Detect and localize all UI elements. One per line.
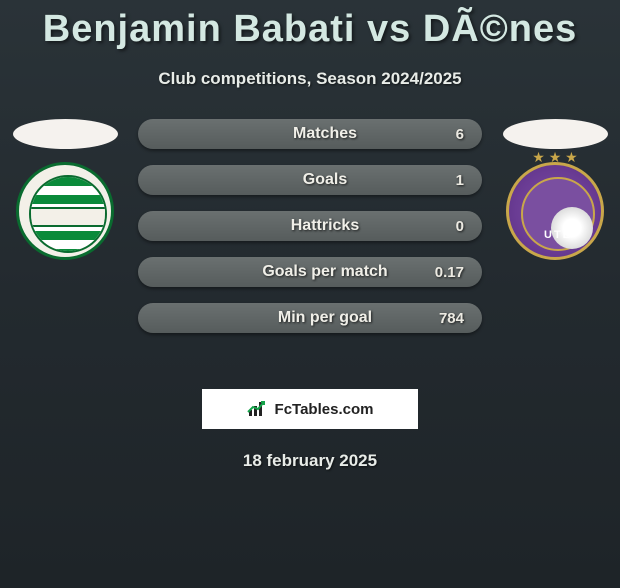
stat-label: Hattricks <box>168 217 482 235</box>
stats-column: Matches 6 Goals 1 Hattricks 0 Goals per … <box>138 119 482 349</box>
left-player-photo <box>13 119 118 149</box>
page-title: Benjamin Babati vs DÃ©nes <box>0 8 620 51</box>
right-player-group: ★ ★ ★ UTE <box>500 119 610 261</box>
right-team-badge: ★ ★ ★ UTE <box>505 161 605 261</box>
right-badge-label: UTE <box>523 229 593 241</box>
stat-value: 784 <box>439 310 464 327</box>
stat-row-goals: Goals 1 <box>138 165 482 195</box>
stat-row-mpg: Min per goal 784 <box>138 303 482 333</box>
chart-icon <box>247 400 269 418</box>
page-subtitle: Club competitions, Season 2024/2025 <box>0 69 620 89</box>
stat-row-gpm: Goals per match 0.17 <box>138 257 482 287</box>
stat-label: Matches <box>168 125 482 143</box>
left-team-badge <box>15 161 115 261</box>
fctables-label: FcTables.com <box>275 401 374 418</box>
stat-label: Goals <box>168 171 482 189</box>
left-player-group <box>10 119 120 261</box>
stat-value: 0.17 <box>435 264 464 281</box>
stat-row-matches: Matches 6 <box>138 119 482 149</box>
right-player-photo <box>503 119 608 149</box>
stat-value: 0 <box>456 218 464 235</box>
fctables-attribution[interactable]: FcTables.com <box>202 389 418 429</box>
comparison-date: 18 february 2025 <box>0 451 620 471</box>
stat-value: 6 <box>456 126 464 143</box>
stat-value: 1 <box>456 172 464 189</box>
stat-row-hattricks: Hattricks 0 <box>138 211 482 241</box>
stat-label: Min per goal <box>168 309 482 327</box>
comparison-content: ★ ★ ★ UTE Matches 6 Goals 1 Hattricks 0 … <box>0 129 620 379</box>
